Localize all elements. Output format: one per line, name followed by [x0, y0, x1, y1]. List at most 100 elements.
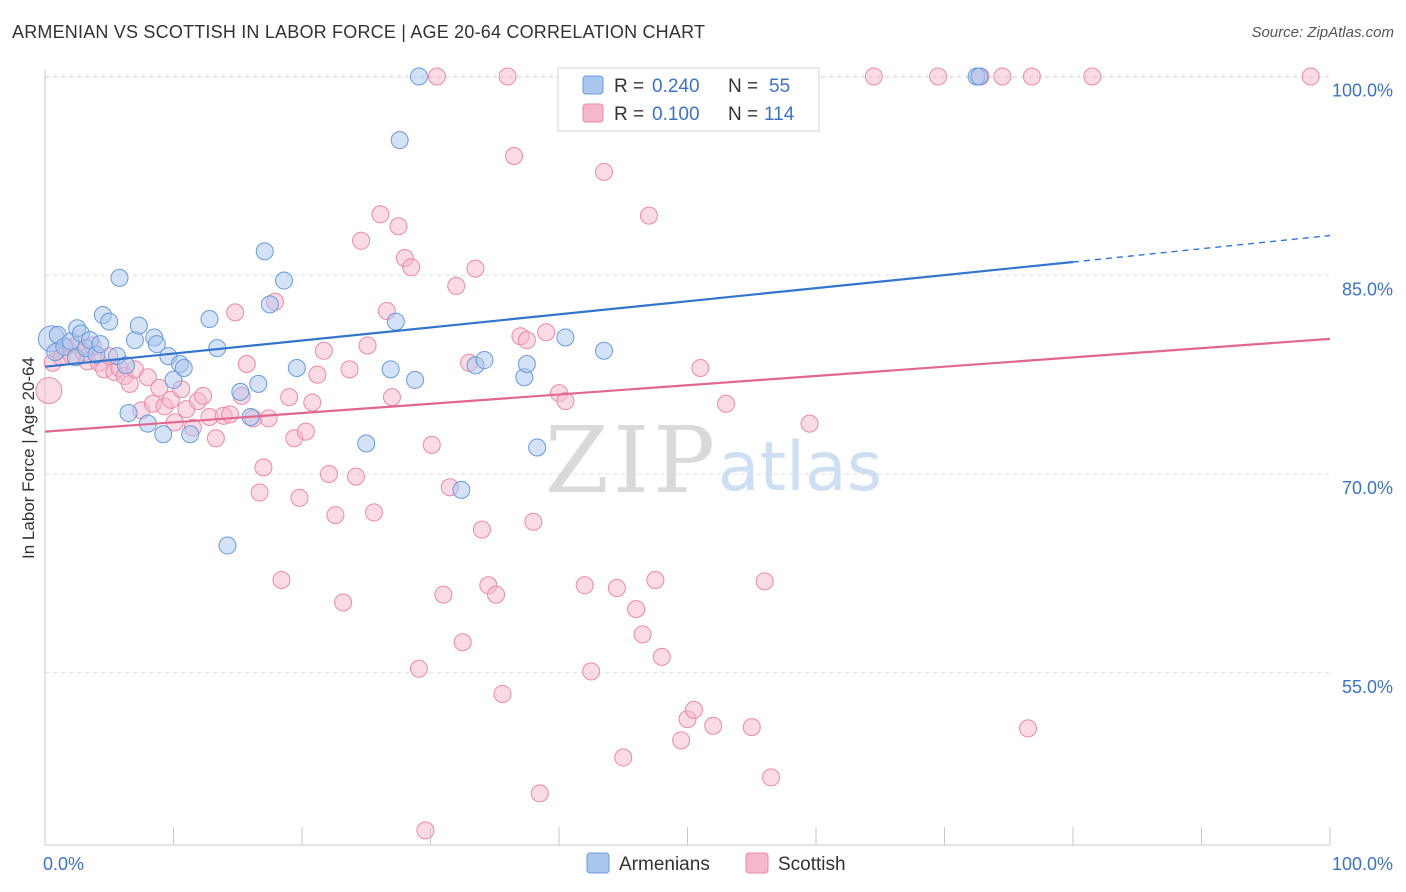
armenian-point	[406, 370, 425, 389]
scottish-point	[194, 386, 213, 405]
scottish-point	[326, 506, 345, 525]
armenian-point	[231, 382, 250, 401]
y-tick-label: 55.0%	[1342, 677, 1393, 697]
scottish-point	[466, 259, 485, 278]
scottish-point	[422, 435, 441, 454]
armenian-point	[409, 67, 428, 86]
x-tick-label: 0.0%	[43, 854, 84, 874]
scottish-point	[800, 414, 819, 433]
scottish-point	[1301, 67, 1320, 86]
armenian-point	[556, 328, 575, 347]
scottish-point	[237, 355, 256, 374]
scottish-point	[717, 394, 736, 413]
scottish-point	[352, 231, 371, 250]
scottish-point	[755, 572, 774, 591]
scottish-point	[221, 405, 240, 424]
scottish-point	[646, 571, 665, 589]
scottish-point	[864, 67, 883, 86]
armenian-point	[100, 312, 119, 331]
y-tick-label: 85.0%	[1342, 279, 1393, 299]
legend-swatch-scottish	[582, 103, 604, 123]
scottish-point	[742, 718, 761, 737]
y-axis-label: In Labor Force | Age 20-64	[19, 357, 38, 559]
legend-r-value-1: 0.240	[652, 76, 700, 97]
armenian-point	[129, 316, 148, 335]
scottish-point	[639, 206, 658, 225]
scottish-point	[1022, 67, 1041, 86]
scottish-point	[633, 625, 652, 644]
scottish-point	[382, 388, 401, 407]
scottish-point	[389, 217, 408, 236]
armenian-point	[110, 268, 129, 287]
armenians-trend-extension	[1072, 234, 1331, 263]
armenian-point	[154, 425, 173, 444]
scottish-point	[929, 67, 948, 86]
scottish-point	[575, 576, 594, 595]
armenian-point	[174, 359, 193, 377]
scottish-point	[364, 503, 383, 522]
scottish-point	[537, 323, 556, 342]
scottish-point	[1019, 719, 1038, 738]
scottish-point	[627, 600, 646, 619]
legend-n-label-2: N =	[728, 104, 758, 125]
scottish-point	[206, 429, 225, 448]
armenian-point	[357, 434, 376, 453]
legend-r-label-2: R =	[614, 104, 644, 125]
scottish-point	[517, 331, 536, 350]
trend-lines	[44, 234, 1331, 433]
armenian-point	[164, 370, 183, 389]
scottish-point	[290, 488, 309, 507]
scottish-point	[340, 360, 359, 379]
scottish-point	[254, 458, 273, 477]
scottish-point	[416, 821, 435, 840]
legend-swatch-armenians	[582, 75, 604, 95]
scottish-point	[138, 368, 157, 387]
x-tick-label: 100.0%	[1332, 854, 1393, 874]
scottish-point	[524, 512, 543, 531]
armenian-point	[390, 131, 409, 150]
scottish-point	[434, 585, 453, 604]
legend-n-label-1: N =	[728, 76, 758, 97]
scottish-point	[556, 392, 575, 411]
scottish-point	[493, 684, 512, 703]
armenian-point	[255, 242, 274, 261]
scottish-point	[672, 731, 691, 750]
axes-layer: 55.0% 70.0% 85.0% 100.0% 0.0% 100.0%	[43, 70, 1393, 874]
scottish-point	[371, 205, 390, 224]
armenian-point	[594, 341, 613, 360]
scottish-point	[594, 162, 613, 181]
bottom-legend-label-scottish: Scottish	[778, 854, 846, 875]
armenians-trend-line	[44, 260, 1074, 368]
grid-layer	[45, 76, 1330, 674]
armenian-point	[452, 480, 471, 499]
scottish-point	[684, 700, 703, 719]
armenian-point	[517, 355, 536, 374]
source-note: Source: ZipAtlas.com	[1251, 24, 1394, 41]
y-tick-label: 100.0%	[1332, 81, 1393, 101]
scottish-point	[314, 341, 333, 360]
scottish-point	[498, 67, 517, 86]
armenian-point	[181, 425, 200, 444]
armenian-point	[147, 335, 166, 354]
y-tick-label: 70.0%	[1342, 478, 1393, 498]
scottish-point	[1083, 67, 1102, 86]
scottish-trend-line	[44, 337, 1331, 433]
armenian-point	[260, 295, 279, 314]
scottish-point	[272, 571, 291, 589]
armenian-point	[386, 312, 405, 331]
watermark-atlas: atlas	[718, 428, 882, 507]
scottish-point	[505, 147, 524, 165]
scottish-point	[704, 716, 723, 735]
legend-n-value-1: 55	[769, 76, 790, 97]
scottish-point	[607, 578, 626, 597]
armenian-point	[218, 536, 237, 555]
legend-n-value-2: 114	[764, 104, 795, 125]
scottish-point	[226, 303, 245, 322]
scottish-point	[993, 67, 1012, 86]
scottish-point	[250, 483, 269, 502]
armenian-point	[116, 356, 135, 375]
bottom-legend-swatch-armenians	[586, 852, 610, 874]
armenian-point	[475, 351, 494, 370]
scottish-point	[530, 784, 549, 803]
